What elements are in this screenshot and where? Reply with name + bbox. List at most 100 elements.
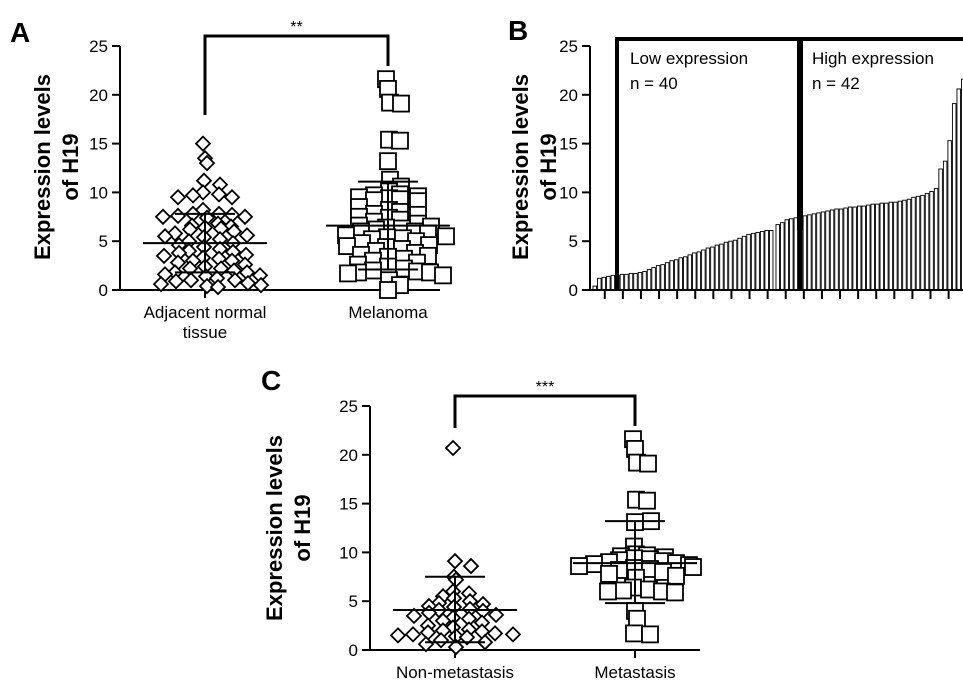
panel-b-bar bbox=[669, 260, 674, 291]
panel-b-bar bbox=[866, 204, 871, 291]
panel-a-y-tick-label: 15 bbox=[89, 135, 108, 154]
panel-c-point-diamond bbox=[447, 638, 465, 656]
panel-c-category-label: Metastasis bbox=[594, 663, 675, 681]
panel-b-bar bbox=[660, 264, 665, 291]
panel-letter-b: B bbox=[508, 15, 528, 46]
panel-b-ylabel: Expression levels of H19 bbox=[508, 74, 561, 260]
panel-c-significance-label: *** bbox=[536, 379, 555, 396]
panel-c-point-square bbox=[599, 582, 617, 601]
panel-b-bar bbox=[610, 274, 616, 291]
panel-b-bar bbox=[714, 244, 720, 291]
panel-b-bar bbox=[938, 168, 943, 291]
panel-b-bar bbox=[624, 273, 629, 291]
panel-b-bar bbox=[906, 198, 912, 291]
panel-c-point-square bbox=[614, 581, 632, 600]
panel-b-bar bbox=[784, 219, 790, 291]
panel-b-bar bbox=[642, 271, 647, 291]
panel-c-ylabel-line1: Expression levels bbox=[262, 435, 287, 621]
panel-a-ylabel-line1: Expression levels bbox=[30, 74, 55, 260]
panel-c-y-tick-label: 25 bbox=[339, 397, 358, 416]
panel-a-significance-label: ** bbox=[290, 19, 302, 36]
panel-b-bar bbox=[875, 203, 880, 291]
panel-b-ylabel-line1: Expression levels bbox=[508, 74, 533, 260]
panel-b-bar bbox=[789, 218, 794, 291]
panel-b-bar bbox=[879, 202, 885, 291]
panel-b-bar bbox=[924, 192, 930, 291]
panel-c-point-square bbox=[570, 557, 588, 575]
panel-b-bar bbox=[664, 262, 670, 291]
panel-b-bar bbox=[728, 240, 733, 291]
panel-c-significance-bracket bbox=[453, 394, 637, 428]
panel-c-point-diamond bbox=[504, 626, 522, 643]
panel-a-y-tick-label: 0 bbox=[99, 281, 108, 300]
panel-c-point-diamond bbox=[404, 626, 422, 643]
panel-c-scatter: 0 5 10 15 20 25 Non-metastasis Metastasis *** bbox=[339, 379, 702, 681]
panel-c-point-square bbox=[638, 491, 656, 510]
panel-c-point-square bbox=[625, 624, 643, 643]
panel-c-point-diamond bbox=[432, 631, 450, 649]
panel-b-bar bbox=[888, 201, 894, 291]
panel-a-significance-bracket bbox=[203, 34, 390, 115]
panel-b-group-label: Low expression bbox=[630, 49, 748, 68]
panel-a-point-diamond bbox=[210, 186, 228, 203]
panel-a-point-diamond bbox=[182, 271, 200, 289]
panel-c-point-diamond bbox=[458, 629, 476, 646]
panel-b-bar bbox=[737, 237, 742, 291]
panel-c-ylabel: Expression levels of H19 bbox=[262, 435, 315, 621]
panel-c-y-tick-label: 15 bbox=[339, 495, 358, 514]
panel-b-bar bbox=[633, 272, 638, 291]
panel-a-point-diamond bbox=[238, 227, 256, 244]
panel-c-y-tick-label: 20 bbox=[339, 446, 358, 465]
panel-a-point-diamond bbox=[184, 187, 202, 204]
panel-c-y-tick-label: 0 bbox=[349, 641, 358, 660]
panel-b-bar bbox=[619, 273, 625, 291]
panel-b-bar bbox=[701, 249, 706, 291]
panel-a-point-square bbox=[379, 281, 397, 299]
panel-a-point-diamond bbox=[154, 208, 172, 226]
panel-b-bar bbox=[637, 271, 643, 291]
panel-c-category-label: Non-metastasis bbox=[396, 663, 514, 681]
panel-b-y-tick-label: 5 bbox=[569, 232, 578, 251]
panel-a-y-tick-label: 25 bbox=[89, 37, 108, 56]
panel-b-bar bbox=[825, 210, 830, 291]
panel-a-point-diamond bbox=[169, 207, 187, 225]
panel-b-bar bbox=[811, 213, 817, 291]
panel-c-point-diamond bbox=[487, 606, 505, 624]
panel-a-point-diamond bbox=[252, 276, 270, 294]
panel-b-bar bbox=[843, 207, 848, 291]
panel-a-point-diamond bbox=[226, 271, 244, 289]
panel-a-ylabel-line2: of H19 bbox=[58, 133, 83, 200]
panel-letter-c: C bbox=[261, 365, 281, 396]
panel-b-bar bbox=[678, 257, 683, 291]
panel-a-point-diamond bbox=[169, 189, 187, 206]
panel-c-point-diamond bbox=[444, 439, 462, 457]
panel-a-y-tick-label: 20 bbox=[89, 86, 108, 105]
panel-b-bar bbox=[719, 243, 724, 291]
panel-b-bar bbox=[606, 275, 611, 291]
panel-c-point-square bbox=[684, 558, 702, 576]
panel-b-y-tick-label: 0 bbox=[569, 281, 578, 300]
panel-b-bar bbox=[915, 195, 921, 291]
panel-a-point-diamond bbox=[209, 278, 227, 296]
panel-a-point-diamond bbox=[236, 208, 254, 226]
panel-b-group-label: High expression bbox=[812, 49, 934, 68]
panel-b-bar bbox=[597, 277, 602, 291]
panel-b-bar bbox=[807, 214, 812, 291]
panel-a-point-square bbox=[339, 264, 357, 283]
panel-b-bar bbox=[683, 256, 688, 291]
panel-c-point-square bbox=[666, 583, 684, 602]
panel-b-bar bbox=[820, 211, 826, 291]
panel-b-bar bbox=[856, 205, 862, 291]
panel-a-category-label: Melanoma bbox=[348, 303, 428, 322]
panel-b-bar bbox=[852, 206, 857, 291]
panel-c-point-diamond bbox=[446, 552, 464, 570]
panel-a-point-square bbox=[434, 266, 452, 285]
panel-a-y-tick-label: 5 bbox=[99, 232, 108, 251]
panel-b-bar bbox=[956, 88, 961, 291]
panel-b-bar bbox=[838, 208, 844, 291]
panel-a-point-square bbox=[391, 131, 409, 150]
panel-b-bar bbox=[755, 231, 760, 291]
panel-a-point-diamond bbox=[223, 189, 241, 206]
